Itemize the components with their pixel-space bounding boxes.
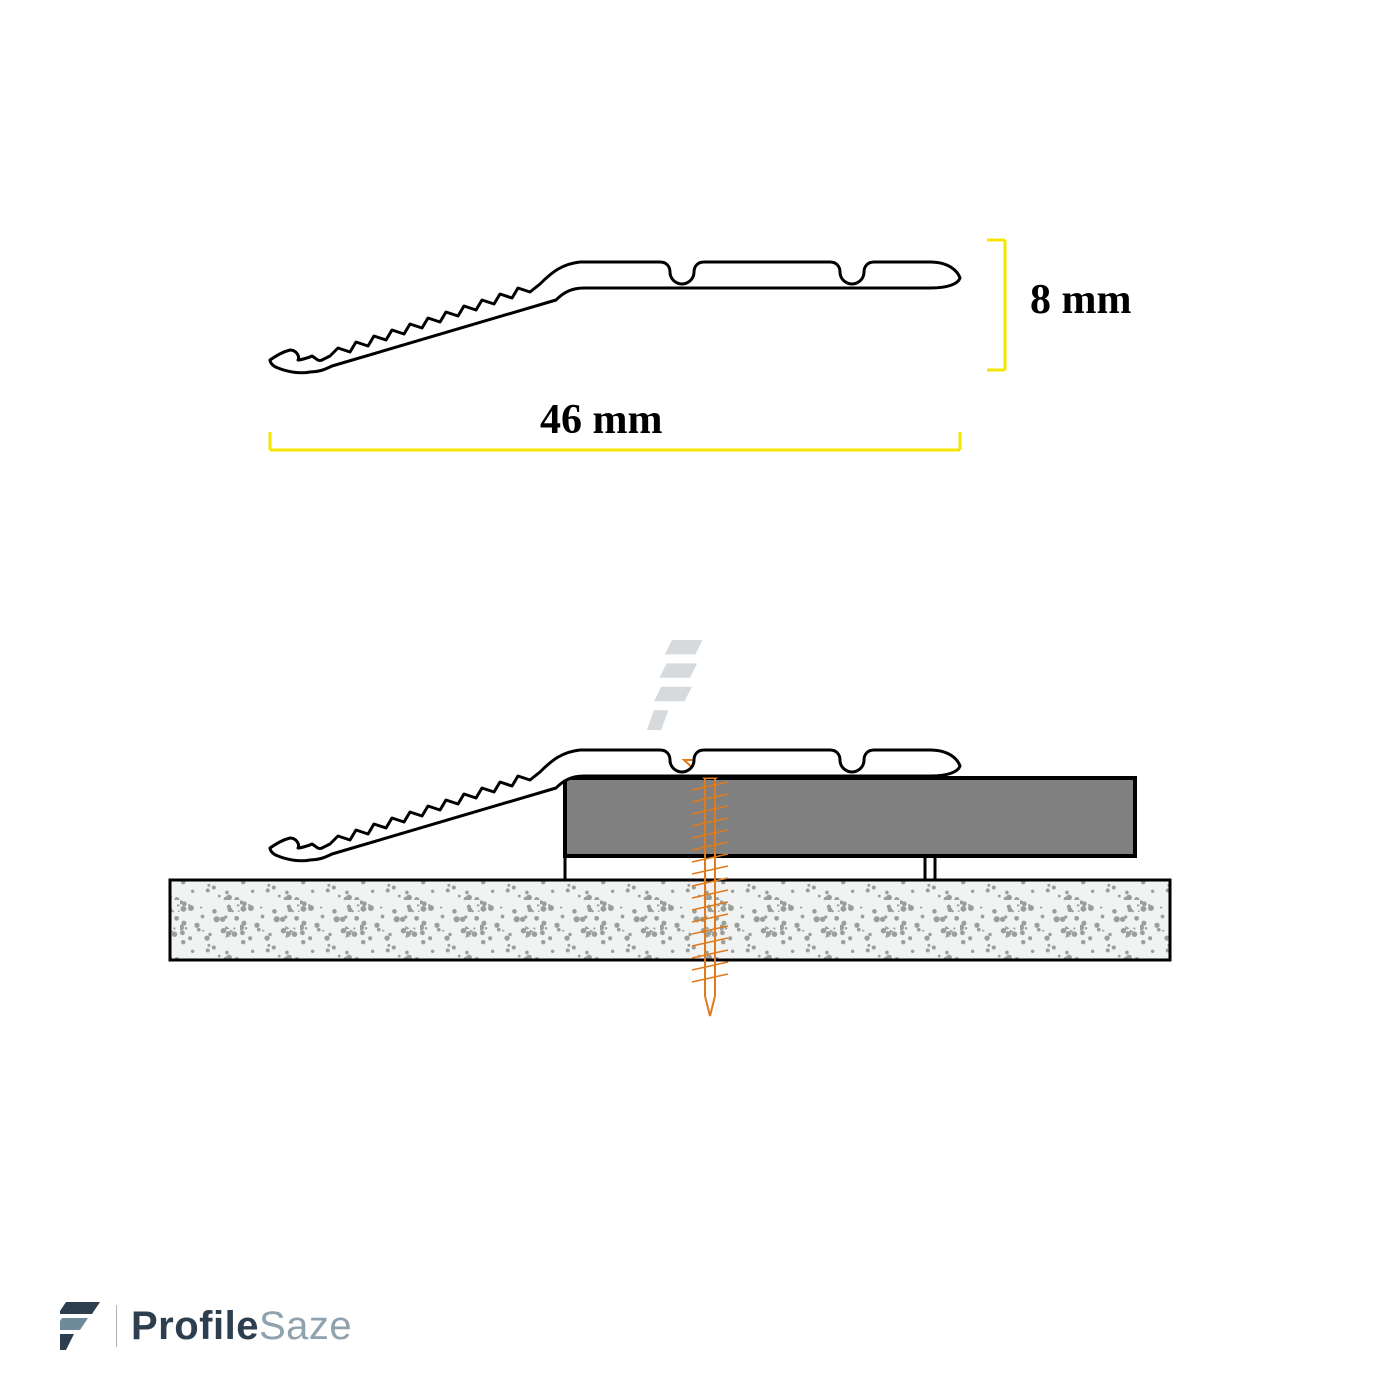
brand-logo-icon (60, 1300, 104, 1352)
brand-lockup: ProfileSaze (60, 1300, 352, 1352)
technical-drawing-svg (0, 0, 1400, 1400)
dimension-height-label: 8 mm (1030, 276, 1131, 324)
brand-divider (116, 1305, 117, 1347)
diagram-canvas: 46 mm 8 mm ProfileSaze (0, 0, 1400, 1400)
brand-word-dark: Profile (131, 1304, 259, 1348)
profile-cross-section-top (270, 262, 960, 373)
watermark-logo (647, 640, 703, 730)
underlay-strip (565, 856, 935, 880)
flooring-plank (565, 778, 1135, 856)
dimension-width-label: 46 mm (540, 396, 662, 444)
installation-diagram (170, 750, 1170, 1016)
brand-wordmark: ProfileSaze (131, 1304, 352, 1349)
brand-word-light: Saze (259, 1304, 352, 1348)
subfloor-slab (170, 880, 1170, 960)
dimension-height (987, 240, 1005, 370)
